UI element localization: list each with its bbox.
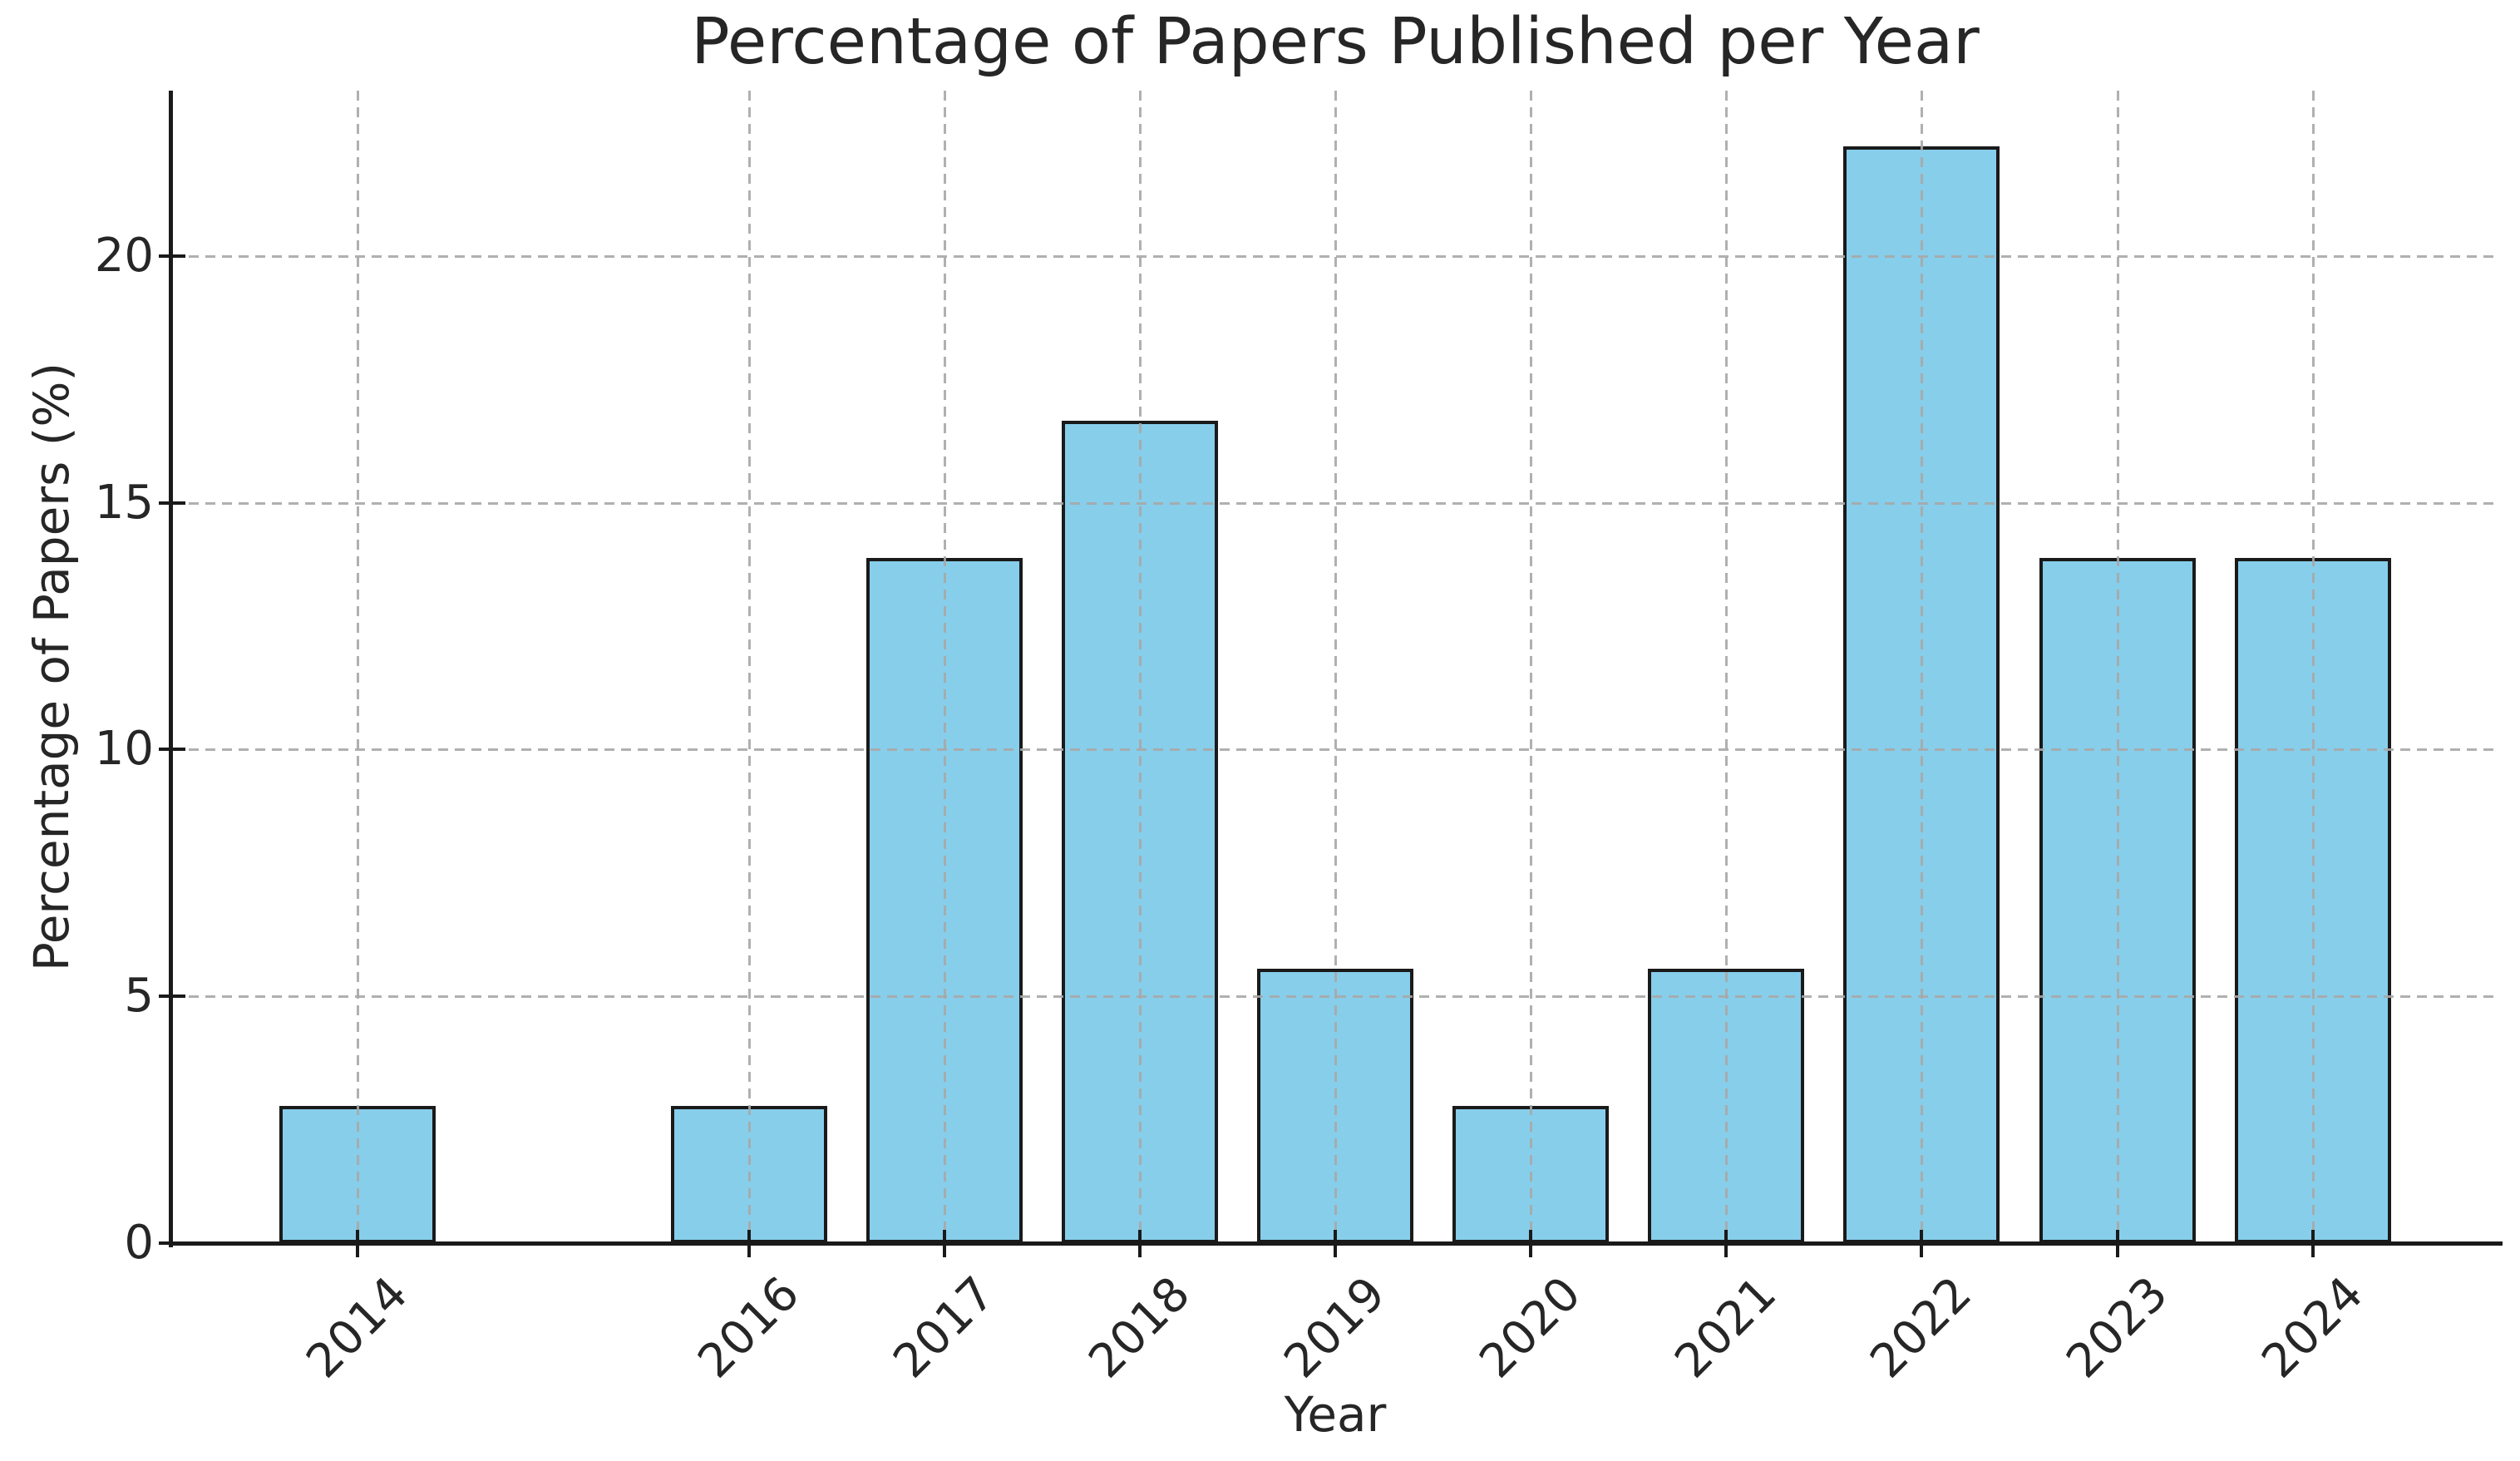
x-gridline <box>1725 91 1728 1243</box>
x-gridline <box>2312 91 2315 1243</box>
grid-layer <box>172 91 2498 1243</box>
y-tick-label: 10 <box>94 722 154 776</box>
x-tick-label: 2017 <box>883 1266 1006 1389</box>
x-gridline <box>1139 91 1142 1243</box>
x-gridline <box>748 91 751 1243</box>
x-tick-label: 2014 <box>296 1266 419 1389</box>
x-tick-mark <box>943 1230 946 1257</box>
plot-area <box>172 91 2498 1243</box>
y-tick-mark <box>159 995 185 998</box>
y-tick-label: 15 <box>94 476 154 530</box>
x-tick-mark <box>747 1230 751 1257</box>
x-gridline <box>357 91 359 1243</box>
y-tick-label: 5 <box>124 969 154 1023</box>
x-tick-mark <box>2311 1230 2315 1257</box>
y-tick-mark <box>159 1241 185 1245</box>
x-gridline <box>1530 91 1532 1243</box>
x-tick-mark <box>356 1230 359 1257</box>
x-tick-label: 2023 <box>2056 1266 2179 1389</box>
y-axis-spine <box>169 91 173 1247</box>
x-gridline <box>1921 91 1923 1243</box>
x-gridline <box>1334 91 1337 1243</box>
x-axis-label: Year <box>1284 1386 1387 1443</box>
y-tick-mark <box>159 748 185 751</box>
x-tick-mark <box>1920 1230 1923 1257</box>
y-tick-label: 20 <box>94 229 154 283</box>
chart-title: Percentage of Papers Published per Year <box>691 5 1980 79</box>
x-tick-label: 2024 <box>2251 1266 2375 1389</box>
x-tick-mark <box>1724 1230 1728 1257</box>
x-tick-mark <box>1529 1230 1532 1257</box>
y-axis-label: Percentage of Papers (%) <box>23 362 80 972</box>
x-tick-label: 2021 <box>1664 1266 1788 1389</box>
x-tick-label: 2016 <box>688 1266 811 1389</box>
x-tick-label: 2020 <box>1469 1266 1592 1389</box>
x-tick-mark <box>1334 1230 1337 1257</box>
x-gridline <box>944 91 946 1243</box>
x-tick-label: 2018 <box>1078 1266 1201 1389</box>
x-gridline <box>2117 91 2119 1243</box>
x-tick-label: 2022 <box>1860 1266 1983 1389</box>
x-tick-mark <box>2116 1230 2119 1257</box>
x-tick-label: 2019 <box>1274 1266 1397 1389</box>
y-tick-mark <box>159 501 185 505</box>
y-tick-mark <box>159 254 185 258</box>
y-tick-label: 0 <box>124 1216 154 1270</box>
x-tick-mark <box>1138 1230 1142 1257</box>
